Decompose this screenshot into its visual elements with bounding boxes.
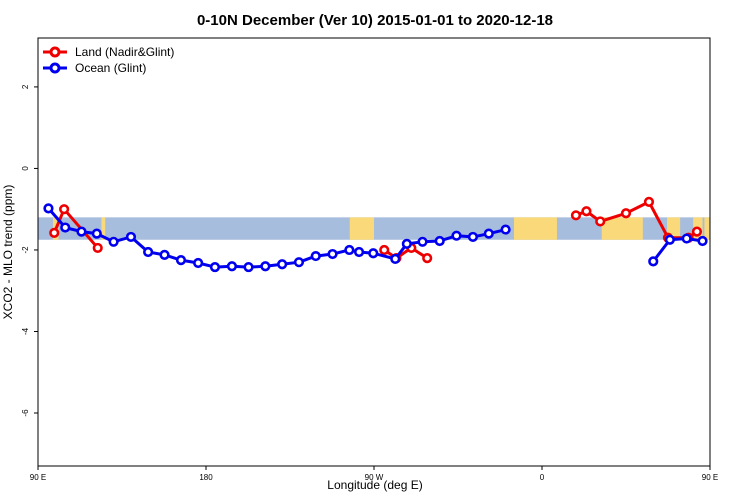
ocean-data-point — [60, 222, 71, 233]
land-data-point — [92, 242, 103, 254]
land-band-segment — [514, 217, 557, 240]
ocean-data-point — [434, 235, 445, 247]
land-data-point — [620, 208, 632, 219]
ocean-data-point — [226, 261, 238, 272]
ocean-data-point — [327, 248, 338, 260]
ocean-data-point — [417, 236, 428, 247]
ocean-data-point — [108, 236, 119, 247]
ocean-data-point — [277, 259, 288, 270]
land-data-point — [49, 227, 60, 238]
x-tick-label: 0 — [540, 473, 545, 482]
y-tick-label: -6 — [21, 409, 30, 417]
land-data-point — [570, 210, 582, 221]
ocean-data-point — [467, 231, 479, 243]
ocean-data-point — [681, 233, 692, 244]
ocean-data-point — [368, 248, 379, 259]
land-data-point — [59, 204, 70, 215]
ocean-data-point — [344, 244, 355, 256]
ocean-data-point — [91, 228, 102, 239]
ocean-data-point — [353, 246, 365, 258]
y-axis: 2 0 -2 -4 -6 — [21, 84, 38, 417]
land-band-segment — [601, 217, 643, 240]
ocean-data-point — [243, 261, 254, 273]
y-tick-label: -2 — [21, 246, 30, 254]
legend-land-marker — [49, 46, 61, 58]
land-data-point — [379, 244, 390, 256]
land-data-point — [643, 196, 655, 207]
ocean-data-point — [43, 203, 54, 214]
y-tick-label: 2 — [21, 84, 30, 89]
land-data-point — [595, 216, 606, 227]
ocean-data-point — [293, 257, 305, 268]
land-series-line — [383, 246, 429, 260]
y-tick-label: 0 — [21, 166, 30, 171]
ocean-series-line — [652, 237, 703, 263]
legend-land-label: Land (Nadir&Glint) — [75, 45, 174, 59]
chart-title: 0-10N December (Ver 10) 2015-01-01 to 20… — [197, 12, 553, 29]
ocean-data-point — [175, 255, 187, 266]
ocean-data-point — [310, 250, 321, 262]
ocean-data-point — [260, 261, 271, 272]
ocean-data-point — [390, 253, 401, 265]
x-tick-label: 180 — [199, 473, 213, 482]
ocean-data-point — [125, 231, 137, 243]
band-layer — [38, 217, 710, 240]
legend-ocean-label: Ocean (Glint) — [75, 61, 146, 75]
ocean-data-point — [664, 234, 675, 245]
y-tick-label: -4 — [21, 327, 30, 335]
x-tick-label: 90 E — [30, 473, 46, 482]
x-axis-label: Longitude (deg E) — [327, 478, 422, 492]
land-data-point — [691, 226, 703, 237]
ocean-data-point — [451, 230, 462, 241]
series-layer — [43, 196, 708, 273]
y-axis-label: XCO2 - MLO trend (ppm) — [1, 185, 15, 320]
ocean-data-point — [143, 246, 154, 258]
ocean-data-point — [648, 256, 659, 267]
ocean-data-point — [209, 261, 221, 273]
ocean-data-point — [401, 238, 412, 249]
ocean-data-point — [483, 228, 494, 239]
ocean-data-point — [500, 224, 511, 235]
x-axis: 90 E 180 90 W 0 90 E — [30, 466, 718, 482]
land-data-point — [422, 253, 433, 264]
land-band-segment — [704, 217, 710, 240]
x-tick-label: 90 W — [365, 473, 384, 482]
ocean-data-point — [697, 235, 708, 247]
land-band-segment — [349, 217, 374, 240]
legend-ocean-marker — [49, 62, 61, 74]
land-data-point — [581, 206, 592, 217]
ocean-data-point — [159, 249, 170, 260]
ocean-data-point — [193, 257, 204, 269]
legend: Land (Nadir&Glint) Ocean (Glint) — [43, 45, 174, 75]
ocean-data-point — [76, 226, 87, 237]
land-band-segment — [101, 217, 106, 240]
x-tick-label: 90 E — [702, 473, 718, 482]
